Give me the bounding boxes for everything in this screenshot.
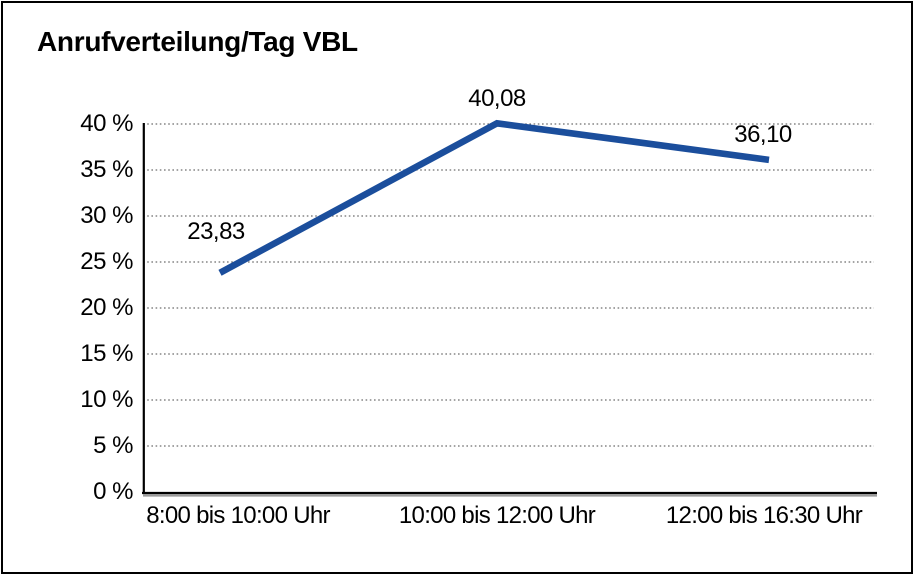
y-tick-label: 15 %	[80, 340, 133, 367]
series-line	[218, 119, 770, 276]
y-tick-label: 0 %	[93, 478, 133, 505]
y-tick-label: 10 %	[80, 386, 133, 413]
y-tick-label: 40 %	[80, 110, 133, 137]
data-point-label: 40,08	[468, 85, 526, 113]
chart-title: Anrufverteilung/Tag VBL	[37, 26, 358, 57]
data-point-label: 36,10	[734, 120, 792, 148]
x-category-label: 10:00 bis 12:00 Uhr	[398, 502, 596, 529]
y-tick-label: 25 %	[80, 248, 133, 275]
data-point-label: 23,83	[187, 217, 245, 245]
y-tick-label: 35 %	[80, 156, 133, 183]
y-tick-label: 5 %	[93, 432, 133, 459]
x-category-label: 8:00 bis 10:00 Uhr	[146, 502, 330, 529]
x-category-label: 12:00 bis 16:30 Uhr	[665, 502, 863, 529]
y-tick-label: 20 %	[80, 294, 133, 321]
y-tick-label: 30 %	[80, 202, 133, 229]
